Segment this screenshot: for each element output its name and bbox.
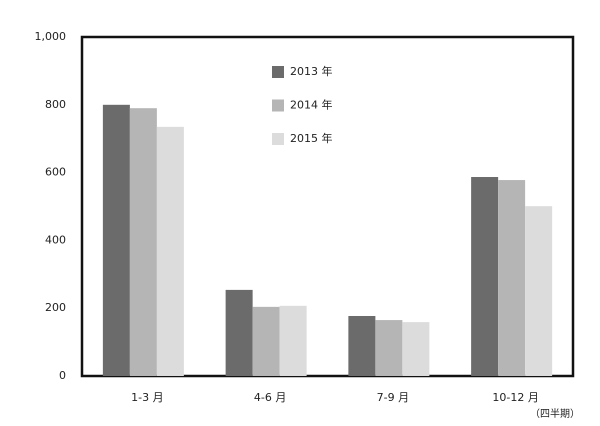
- legend-label: 2013 年: [290, 64, 333, 78]
- y-tick-label: 0: [59, 369, 66, 382]
- y-tick-label: 400: [45, 233, 66, 246]
- legend-swatch: [272, 133, 284, 145]
- bar: [225, 289, 253, 376]
- annotation: （四半期）: [530, 407, 580, 420]
- bar: [102, 104, 130, 377]
- x-tick-label: 7-9 月: [377, 391, 409, 404]
- bar: [402, 322, 430, 376]
- x-tick-label: 4-6 月: [254, 391, 286, 404]
- y-tick-label: 1,000: [35, 30, 67, 43]
- bar: [156, 126, 184, 377]
- y-tick-label: 600: [45, 166, 66, 179]
- bar: [498, 180, 526, 376]
- bar: [525, 206, 553, 376]
- y-tick-label: 800: [45, 98, 66, 111]
- bar: [252, 306, 280, 376]
- y-tick-label: 200: [45, 301, 66, 314]
- x-tick-label: 10-12 月: [492, 391, 538, 404]
- legend-label: 2014 年: [290, 98, 333, 112]
- legend-swatch: [272, 66, 284, 78]
- bar: [279, 305, 307, 376]
- bar: [375, 320, 403, 376]
- bar: [471, 177, 499, 376]
- legend-swatch: [272, 99, 284, 112]
- plot-frame: [80, 35, 575, 378]
- bar: [129, 108, 157, 376]
- x-tick-label: 1-3 月: [131, 391, 163, 404]
- legend-label: 2015 年: [290, 131, 333, 145]
- bar: [348, 315, 376, 376]
